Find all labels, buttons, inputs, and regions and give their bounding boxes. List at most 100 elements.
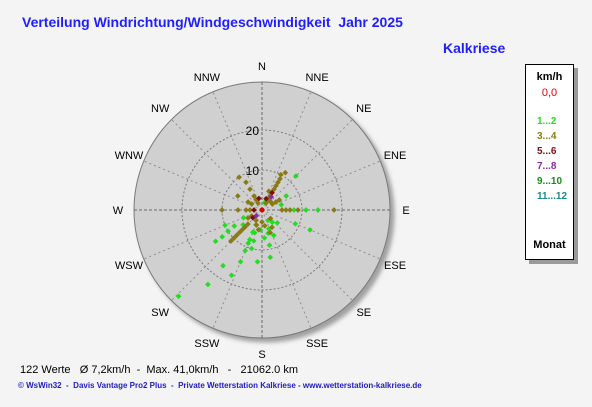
wind-point bbox=[303, 207, 309, 213]
wind-point bbox=[236, 174, 242, 181]
wind-point bbox=[247, 207, 253, 213]
wind-point bbox=[263, 195, 269, 202]
wind-point bbox=[248, 245, 255, 252]
wind-point bbox=[235, 207, 241, 213]
wind-point bbox=[292, 220, 299, 227]
wind-point bbox=[243, 207, 249, 213]
wind-point bbox=[251, 229, 258, 236]
dir-label-wsw: WSW bbox=[115, 260, 144, 272]
wind-point bbox=[245, 221, 251, 227]
dir-label-se: SE bbox=[356, 307, 371, 319]
wind-point bbox=[247, 186, 253, 193]
wind-point bbox=[242, 247, 249, 254]
dir-label-ssw: SSW bbox=[194, 338, 220, 350]
wind-point bbox=[255, 200, 261, 206]
dir-label-e: E bbox=[402, 205, 409, 217]
wind-point bbox=[234, 193, 241, 199]
wind-point bbox=[267, 215, 274, 222]
wind-point bbox=[231, 223, 238, 229]
legend-calm: 0,0 bbox=[541, 87, 558, 99]
spoke-ese bbox=[261, 209, 381, 260]
dir-label-s: S bbox=[258, 349, 265, 361]
wind-point bbox=[268, 194, 275, 200]
wind-point bbox=[228, 238, 234, 244]
wind-point bbox=[269, 189, 275, 196]
radial-tick-labels: 10 20 bbox=[246, 124, 260, 178]
dir-label-wnw: WNW bbox=[115, 150, 144, 162]
legend-entry: 11...12 bbox=[537, 191, 568, 202]
wind-point bbox=[245, 215, 251, 221]
wind-point bbox=[263, 200, 269, 206]
dir-label-ese: ESE bbox=[384, 260, 406, 272]
ring-20 bbox=[181, 129, 343, 291]
wind-point bbox=[278, 201, 285, 208]
wind-point bbox=[256, 195, 262, 202]
legend-entry: 5...6 bbox=[537, 146, 557, 157]
wind-point bbox=[269, 224, 275, 231]
wind-point bbox=[251, 207, 257, 213]
wind-point bbox=[307, 227, 313, 233]
wind-point bbox=[253, 222, 260, 228]
wind-point bbox=[274, 220, 281, 226]
legend-unit: km/h bbox=[536, 71, 563, 83]
wind-point bbox=[267, 198, 274, 205]
wind-point bbox=[287, 207, 293, 213]
wind-point bbox=[220, 262, 226, 269]
wind-point bbox=[277, 171, 284, 178]
stat-count: 122 Werte bbox=[20, 364, 71, 376]
wind-point bbox=[266, 242, 273, 249]
wind-point bbox=[259, 219, 265, 225]
wind-point bbox=[255, 226, 262, 233]
radial-tick-20: 20 bbox=[246, 124, 260, 138]
wind-point bbox=[267, 254, 274, 261]
wind-point bbox=[243, 179, 249, 186]
spoke-ene bbox=[261, 160, 381, 211]
wind-point bbox=[254, 258, 261, 265]
dir-label-w: W bbox=[113, 205, 124, 217]
dir-label-nw: NW bbox=[151, 103, 170, 115]
statistics-line: 122 Werte Ø 7,2km/h - Max. 41,0km/h - 21… bbox=[20, 364, 298, 376]
wind-point bbox=[248, 201, 255, 207]
data-points bbox=[175, 169, 337, 300]
wind-point bbox=[270, 232, 277, 239]
wind-point bbox=[212, 238, 219, 245]
legend-entry: 9...10 bbox=[537, 176, 563, 187]
wind-point bbox=[222, 222, 228, 229]
legend-entry: 3...4 bbox=[537, 131, 557, 142]
radial-tick-10: 10 bbox=[246, 164, 260, 178]
wind-point bbox=[228, 272, 235, 279]
spoke-nnw bbox=[212, 91, 263, 211]
legend-footer: Monat bbox=[533, 239, 566, 251]
wind-point bbox=[267, 229, 274, 236]
dir-label-nnw: NNW bbox=[194, 72, 221, 84]
wind-point bbox=[293, 173, 299, 179]
station-name: Kalkriese bbox=[443, 40, 506, 56]
stat-average: Ø 7,2km/h bbox=[79, 364, 131, 376]
wind-point bbox=[291, 207, 297, 213]
wind-point bbox=[283, 193, 290, 199]
wind-point bbox=[331, 207, 337, 213]
wind-point bbox=[279, 207, 285, 213]
spoke-wnw bbox=[143, 160, 263, 211]
wind-point bbox=[240, 214, 247, 221]
spoke-ne bbox=[261, 119, 353, 211]
spoke-nw bbox=[171, 119, 263, 211]
wind-point bbox=[236, 229, 243, 236]
chart-title: Verteilung Windrichtung/Windgeschwindigk… bbox=[22, 14, 403, 30]
stat-distance: 21062.0 km bbox=[240, 364, 298, 376]
wind-point bbox=[219, 233, 226, 240]
dir-label-n: N bbox=[258, 61, 266, 73]
calm-center-marker bbox=[259, 207, 265, 213]
wind-point bbox=[282, 169, 289, 176]
dir-label-ne: NE bbox=[356, 103, 371, 115]
legend-box: km/h 0,0 1...2 3...4 5...6 7...8 9...10 11...… bbox=[525, 64, 574, 260]
direction-labels: N NNE NE ENE E ESE SE SSE S SSW SW WSW W WNW NW NNW bbox=[113, 61, 410, 361]
spoke-ssw bbox=[212, 209, 263, 329]
wind-point bbox=[237, 258, 244, 265]
wind-point bbox=[225, 228, 231, 235]
wind-point bbox=[175, 293, 182, 300]
dir-label-ene: ENE bbox=[384, 150, 407, 162]
wind-point bbox=[315, 207, 321, 213]
dir-label-sw: SW bbox=[151, 307, 169, 319]
